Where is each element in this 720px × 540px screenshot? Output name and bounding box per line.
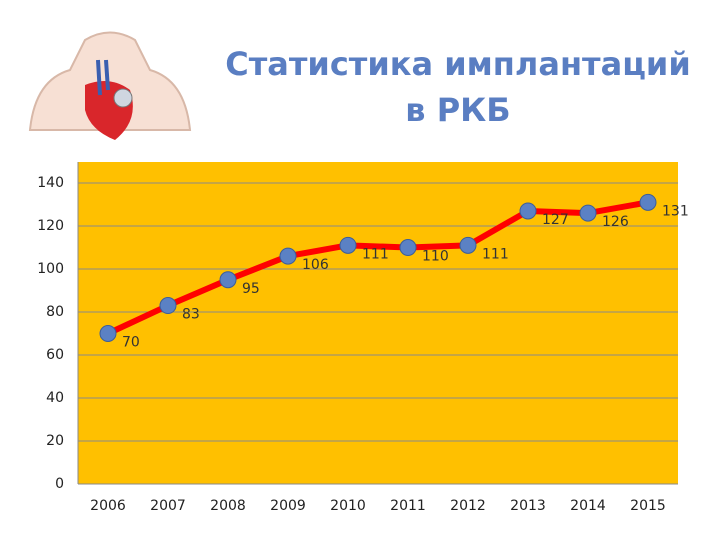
data-point <box>639 193 657 211</box>
data-point <box>579 204 597 222</box>
data-label: 111 <box>482 246 509 262</box>
data-line <box>106 199 649 337</box>
y-tick-label: 140 <box>37 175 64 191</box>
x-tick-label: 2006 <box>90 498 126 514</box>
data-point <box>99 325 117 342</box>
y-tick-label: 80 <box>46 304 64 320</box>
y-tick-label: 100 <box>37 261 64 277</box>
heart-illustration <box>28 31 192 140</box>
data-label: 70 <box>122 335 140 351</box>
x-tick-label: 2011 <box>390 498 426 514</box>
data-label: 126 <box>602 214 629 230</box>
data-point <box>519 202 537 220</box>
data-label: 83 <box>182 307 200 323</box>
y-tick-label: 20 <box>46 433 64 449</box>
y-tick-label: 60 <box>46 347 64 363</box>
y-tick-label: 120 <box>37 218 64 234</box>
x-tick-label: 2009 <box>270 498 306 514</box>
data-label: 131 <box>662 203 689 219</box>
data-label: 127 <box>542 212 569 228</box>
y-tick-label: 0 <box>55 476 64 492</box>
x-tick-label: 2010 <box>330 498 366 514</box>
y-tick-label: 40 <box>46 390 64 406</box>
data-label: 95 <box>242 281 260 297</box>
data-point <box>219 271 237 289</box>
x-tick-label: 2008 <box>210 498 246 514</box>
chart-title: Статистика имплантаций <box>225 45 691 83</box>
x-tick-label: 2012 <box>450 498 486 514</box>
data-label: 111 <box>362 246 389 262</box>
x-tick-label: 2007 <box>150 498 186 514</box>
data-label: 106 <box>302 257 329 273</box>
data-point <box>279 247 297 265</box>
data-point <box>159 297 177 315</box>
data-point <box>459 236 477 254</box>
data-label: 110 <box>422 249 449 265</box>
x-tick-label: 2015 <box>630 498 666 514</box>
data-point <box>399 239 417 256</box>
data-point <box>339 236 357 254</box>
x-tick-label: 2013 <box>510 498 546 514</box>
x-tick-label: 2014 <box>570 498 606 514</box>
chart-title: в РКБ <box>405 91 510 129</box>
